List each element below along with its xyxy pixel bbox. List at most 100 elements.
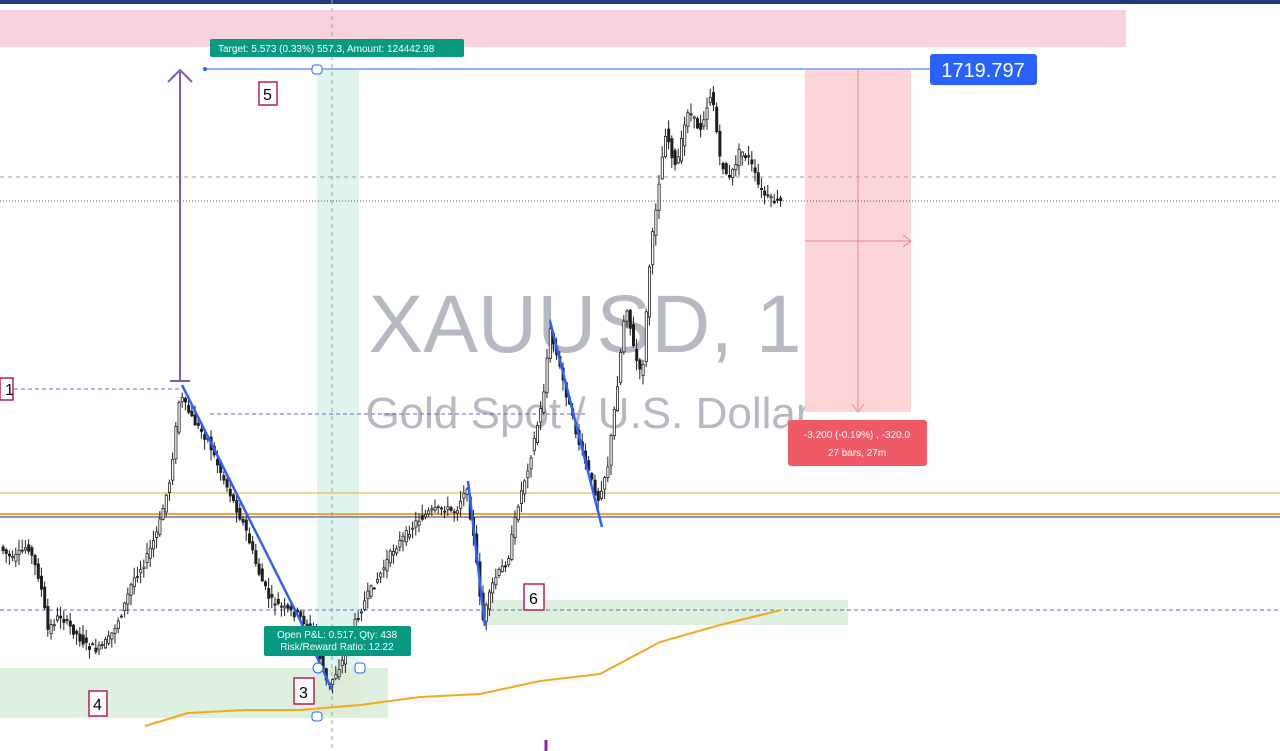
candle-body-17 xyxy=(56,615,60,621)
candle-body-168 xyxy=(539,408,543,423)
marker-3[interactable]: 3 xyxy=(293,677,315,705)
candle-body-198 xyxy=(635,348,639,361)
candle-body-238 xyxy=(763,190,767,196)
candle-body-133 xyxy=(427,510,431,515)
candle-body-32 xyxy=(104,639,108,649)
candle-body-39 xyxy=(126,593,130,605)
measure-bars-text: 27 bars, 27m xyxy=(828,448,886,459)
candle-body-142 xyxy=(455,510,459,514)
marker-3-text: 3 xyxy=(299,685,308,702)
candle-body-196 xyxy=(628,309,632,329)
candle-body-45 xyxy=(145,553,149,563)
candle-body-23 xyxy=(75,630,79,635)
candle-body-134 xyxy=(430,508,434,511)
candle-body-143 xyxy=(459,500,463,509)
candle-body-43 xyxy=(139,569,143,574)
marker-1[interactable]: 1 xyxy=(0,377,14,401)
candle-body-122 xyxy=(391,550,395,556)
candle-body-194 xyxy=(622,320,626,353)
candle-body-191 xyxy=(612,409,616,436)
candle-body-54 xyxy=(174,426,178,460)
candle-body-33 xyxy=(107,635,111,644)
position-pnl-text: Open P&L: 0.517, Qty: 438 xyxy=(277,630,398,641)
candle-body-41 xyxy=(132,577,136,588)
candle-body-47 xyxy=(151,540,155,550)
candle-body-83 xyxy=(267,588,271,599)
candle-body-127 xyxy=(407,533,411,538)
risk-reward-text: Risk/Reward Ratio: 12.22 xyxy=(280,642,394,653)
marker-6[interactable]: 6 xyxy=(523,583,545,611)
candle-body-211 xyxy=(676,156,680,164)
candle-body-156 xyxy=(500,565,504,573)
candle-body-235 xyxy=(753,167,757,173)
marker-4[interactable]: 4 xyxy=(88,690,108,717)
candle-body-138 xyxy=(443,510,447,513)
candle-body-50 xyxy=(161,508,165,520)
candle-body-8 xyxy=(27,544,31,552)
candle-body-126 xyxy=(404,530,408,543)
target-handle[interactable] xyxy=(311,64,323,75)
candle-body-189 xyxy=(606,466,610,479)
candle-body-26 xyxy=(84,637,88,643)
candle-body-27 xyxy=(88,646,92,650)
candle-body-82 xyxy=(263,581,267,587)
stop-handle[interactable] xyxy=(311,711,323,722)
candle-body-229 xyxy=(734,164,738,171)
candle-body-153 xyxy=(491,582,495,594)
candle-body-187 xyxy=(600,490,604,499)
candle-body-67 xyxy=(215,458,219,466)
candle-body-55 xyxy=(177,401,181,433)
candle-body-60 xyxy=(193,414,197,426)
position-handle-right[interactable] xyxy=(354,662,366,674)
marker-6-text: 6 xyxy=(529,591,538,608)
marker-5-text: 5 xyxy=(263,87,272,104)
candle-body-2 xyxy=(7,553,11,557)
candle-body-222 xyxy=(712,92,716,106)
candle-body-117 xyxy=(375,579,379,583)
candle-body-217 xyxy=(696,118,700,129)
candle-body-128 xyxy=(411,527,415,530)
candle-body-136 xyxy=(436,506,440,509)
trend-line-2[interactable] xyxy=(466,480,487,627)
candle-body-201 xyxy=(644,311,648,363)
candle-body-58 xyxy=(187,405,191,413)
candle-body-151 xyxy=(484,604,488,622)
candle-body-243 xyxy=(779,197,783,202)
candle-body-29 xyxy=(94,647,98,653)
candle-body-72 xyxy=(231,494,235,501)
last-price-text: 1719.797 xyxy=(941,60,1024,82)
candle-body-226 xyxy=(724,163,728,174)
marker-5[interactable]: 5 xyxy=(258,81,278,106)
candle-body-38 xyxy=(123,602,127,611)
candle-body-209 xyxy=(670,138,674,159)
candle-body-1 xyxy=(4,549,8,554)
candle-body-73 xyxy=(235,500,239,513)
candle-body-204 xyxy=(654,209,658,236)
target-badge-text: Target: 5.573 (0.33%) 557.3, Amount: 124… xyxy=(218,44,435,55)
candle-body-13 xyxy=(43,586,47,609)
candle-body-115 xyxy=(369,585,373,597)
candle-body-0 xyxy=(1,546,5,552)
candle-body-106 xyxy=(340,659,344,666)
candle-body-85 xyxy=(273,603,277,606)
candle-body-112 xyxy=(359,611,363,614)
trend-line-3[interactable] xyxy=(548,320,604,528)
candle-body-233 xyxy=(747,155,751,158)
target-badge: Target: 5.573 (0.33%) 557.3, Amount: 124… xyxy=(210,39,464,57)
candle-body-7 xyxy=(23,547,27,551)
top-border xyxy=(0,0,1280,4)
candle-body-77 xyxy=(247,533,251,544)
position-handle-left[interactable] xyxy=(312,662,324,674)
target-line-handle[interactable] xyxy=(203,67,207,71)
candle-body-59 xyxy=(190,410,194,417)
candle-body-140 xyxy=(449,507,453,511)
candle-body-34 xyxy=(110,632,114,640)
candle-body-116 xyxy=(372,587,376,590)
candle-body-76 xyxy=(244,519,248,531)
candle-body-84 xyxy=(270,593,274,598)
candle-body-237 xyxy=(760,188,764,190)
candle-body-208 xyxy=(667,128,671,143)
candle-body-125 xyxy=(401,535,405,542)
